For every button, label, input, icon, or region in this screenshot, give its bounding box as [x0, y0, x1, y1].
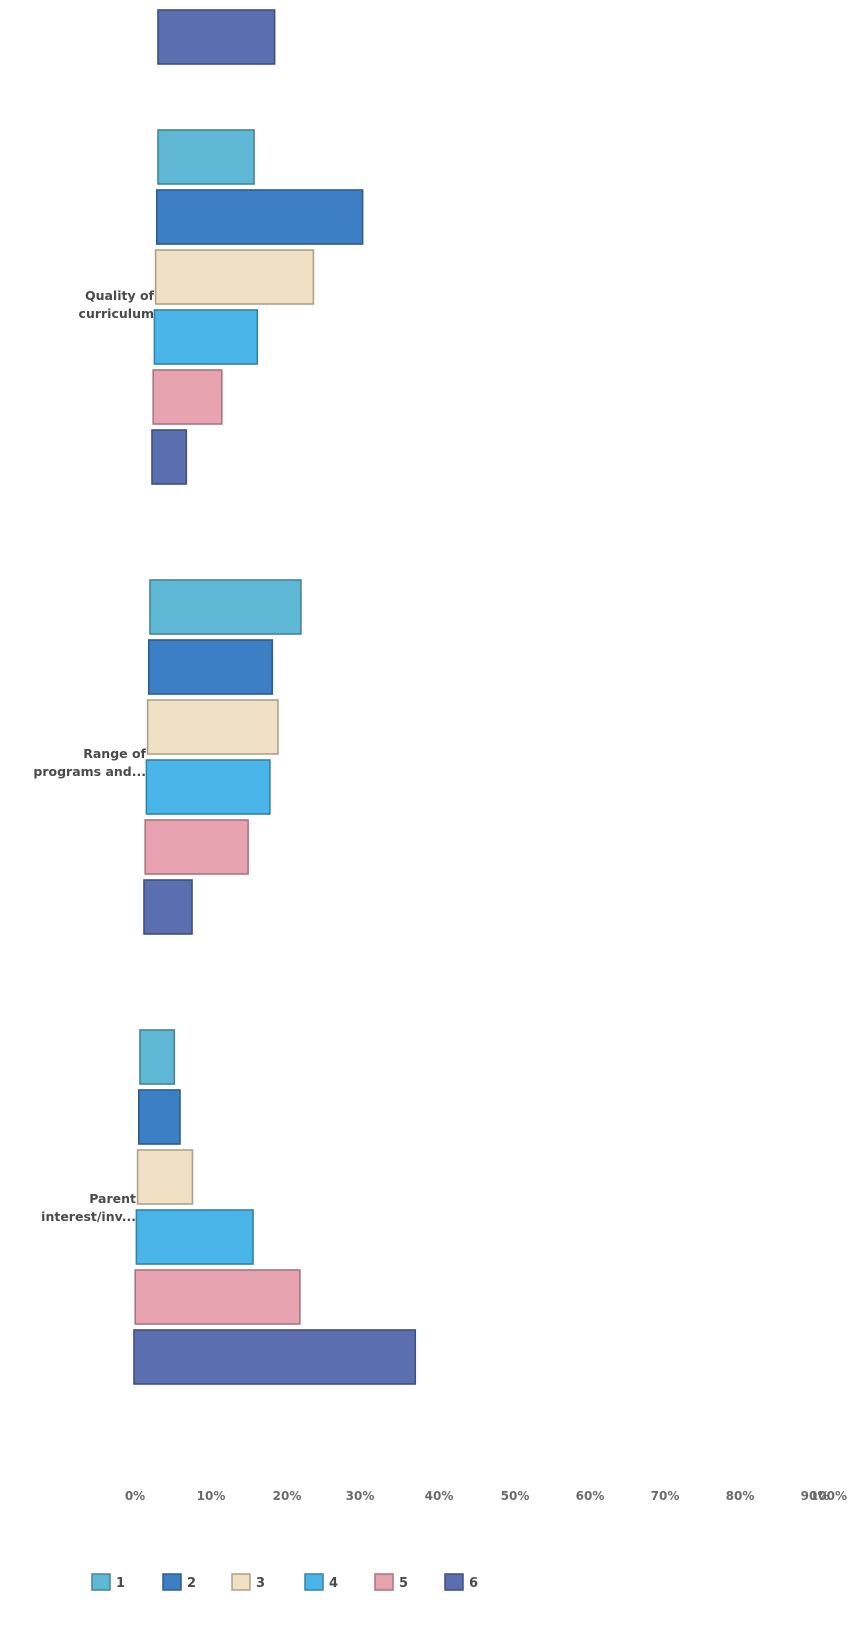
bar-1-series-6: [157, 9, 276, 65]
bar-4-series-2: [138, 1089, 181, 1145]
bar-3-series-1: [149, 579, 302, 635]
bar-3-series-6: [143, 879, 193, 935]
bar-4-series-1: [139, 1029, 176, 1085]
bar-2-series-3: [154, 249, 315, 305]
legend-swatch-3: [231, 1573, 251, 1591]
legend-swatch-2: [162, 1573, 182, 1591]
bar-2-series-4: [153, 309, 259, 365]
legend-label-1: 1: [116, 1576, 125, 1591]
legend-swatch-4: [304, 1573, 324, 1591]
legend-label-4: 4: [329, 1576, 338, 1591]
x-tick-label: 70%: [651, 1489, 680, 1503]
x-tick-label: 90%: [801, 1489, 830, 1503]
legend-swatch-1: [91, 1573, 111, 1591]
x-tick-label: 10%: [197, 1489, 226, 1503]
legend: 1 2 3 4 5 6: [91, 1573, 478, 1591]
legend-label-2: 2: [187, 1576, 196, 1591]
legend-label-3: 3: [256, 1576, 265, 1591]
category-label: Quality of curriculum: [79, 288, 155, 321]
bar-4-series-4: [135, 1209, 254, 1265]
category-labels: Quality of curriculum Range of programs and…: [33, 288, 154, 1224]
legend-swatch-6: [444, 1573, 464, 1591]
x-tick-label: 60%: [576, 1489, 605, 1503]
bar-2-series-5: [152, 369, 223, 425]
x-axis-ticks: 0% 10% 20% 30% 40% 50% 60% 70% 80% 90%100%: [125, 1489, 847, 1503]
legend-label-6: 6: [469, 1576, 478, 1591]
x-tick-label: 30%: [346, 1489, 375, 1503]
x-tick-label: 0%: [125, 1489, 145, 1503]
bar-3-series-5: [144, 819, 249, 875]
x-tick-label: 40%: [425, 1489, 454, 1503]
bar-4-series-6: [133, 1329, 417, 1385]
legend-swatch-5: [374, 1573, 394, 1591]
legend-label-5: 5: [399, 1576, 408, 1591]
category-label: Range of programs and...: [33, 746, 146, 779]
chart-bars: [133, 9, 417, 1385]
bar-2-series-6: [151, 429, 188, 485]
x-tick-label: 80%: [726, 1489, 755, 1503]
x-tick-label: 20%: [273, 1489, 302, 1503]
x-tick-label: 100%: [810, 1489, 847, 1503]
bar-3-series-2: [148, 639, 274, 695]
bar-3-series-3: [146, 699, 279, 755]
bar-4-series-5: [134, 1269, 301, 1325]
bar-2-series-1: [157, 129, 255, 185]
category-label: Parent interest/inv...: [41, 1191, 136, 1224]
bar-2-series-2: [156, 189, 364, 245]
x-tick-label: 50%: [501, 1489, 530, 1503]
bar-3-series-4: [145, 759, 271, 815]
bar-4-series-3: [136, 1149, 194, 1205]
